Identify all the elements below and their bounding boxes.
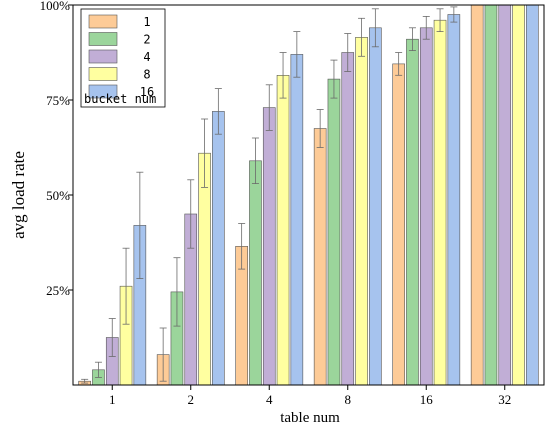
error-bars-layer [81, 6, 458, 384]
legend-entries: 1 2 4 8 16 [88, 14, 154, 99]
bar-8-16 [433, 19, 447, 386]
legend-swatch-8 [88, 67, 118, 81]
legend-swatch-4 [88, 49, 118, 64]
error-bar-2-8 [330, 59, 338, 99]
error-bar-8-8 [358, 17, 366, 57]
bar-16-4 [290, 54, 304, 386]
y-tick-label: 75% [46, 93, 70, 108]
bar-16-8 [369, 27, 382, 386]
bar-4-8 [341, 52, 355, 386]
x-tick-label: 1 [109, 392, 116, 407]
legend: 1 2 4 8 16 bucket num [80, 8, 166, 108]
error-bar-4-1 [108, 318, 116, 357]
bar-8-4 [276, 75, 290, 386]
bar-4-32 [498, 4, 512, 386]
y-tick-label: 100% [40, 0, 71, 13]
y-tick-label: 50% [46, 188, 70, 203]
error-bar-4-16 [422, 15, 430, 40]
error-bar-1-1 [81, 378, 89, 384]
error-bar-16-16 [450, 6, 458, 23]
error-bar-4-4 [265, 84, 273, 131]
bar-8-32 [512, 4, 525, 386]
x-axis-title: table num [280, 410, 340, 426]
bar-8-2 [198, 152, 211, 386]
x-tick-label: 32 [498, 392, 511, 407]
bar-2-32 [484, 4, 498, 386]
error-bar-8-16 [436, 8, 444, 33]
error-bar-8-2 [201, 118, 209, 188]
bar-16-32 [526, 4, 539, 386]
error-bar-1-8 [316, 109, 324, 148]
bar-16-2 [212, 111, 225, 386]
error-bar-4-2 [187, 179, 195, 249]
error-bar-2-16 [408, 27, 416, 51]
error-bar-1-2 [159, 327, 167, 382]
error-bar-16-1 [136, 171, 144, 280]
legend-swatch-1 [88, 14, 118, 29]
error-bar-16-4 [293, 31, 301, 78]
bars-layer [78, 4, 539, 386]
error-bar-4-8 [344, 33, 352, 72]
legend-label-2: 2 [143, 33, 150, 47]
legend-label-16: 16 [140, 85, 154, 99]
x-tick-label: 8 [345, 392, 352, 407]
error-bar-16-8 [371, 8, 379, 48]
error-bar-1-16 [395, 52, 403, 76]
x-tick-label: 16 [420, 392, 434, 407]
bar-2-4 [249, 160, 262, 386]
error-bar-2-2 [173, 257, 181, 327]
bar-2-16 [406, 38, 419, 386]
error-bar-2-4 [251, 137, 259, 185]
legend-title: bucket num [84, 92, 156, 106]
legend-swatch-2 [88, 32, 118, 46]
bar-2-8 [327, 78, 341, 386]
bar-1-8 [313, 128, 327, 386]
bar-8-8 [355, 36, 368, 386]
x-tick-label: 4 [266, 392, 273, 407]
bar-4-16 [419, 27, 433, 386]
bar-16-16 [447, 14, 461, 386]
error-bar-1-4 [238, 223, 246, 270]
error-bar-16-2 [214, 88, 222, 135]
error-bar-8-4 [279, 52, 287, 99]
legend-label-1: 1 [143, 15, 150, 29]
y-axis-title: avg load rate [9, 151, 28, 239]
legend-label-4: 4 [143, 50, 150, 64]
ticks-layer: 1 2 4 8 16 32 25% 50% 75% 100% [40, 0, 512, 407]
y-tick-label: 25% [46, 283, 70, 298]
error-bar-8-1 [122, 247, 130, 325]
legend-label-8: 8 [143, 68, 150, 82]
legend-swatch-16 [88, 84, 118, 99]
x-tick-label: 2 [188, 392, 195, 407]
bar-4-4 [262, 107, 276, 386]
bar-1-32 [470, 4, 484, 386]
error-bar-2-1 [94, 361, 102, 378]
bar-1-16 [392, 63, 405, 386]
